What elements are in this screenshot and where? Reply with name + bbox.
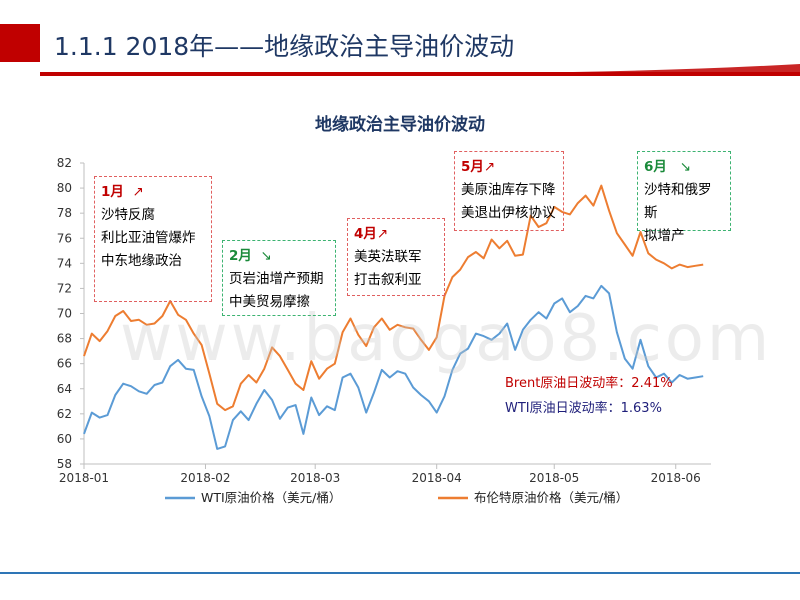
annotation-month-may: 5月: [461, 159, 484, 175]
x-tick-label: 2018-03: [290, 471, 340, 485]
annotation-month-jan: 1月: [101, 184, 124, 200]
annotation-line: 拟增产: [644, 228, 685, 244]
y-tick-label: 76: [57, 231, 72, 245]
chart-title: 地缘政治主导油价波动: [315, 115, 485, 135]
annotation-box-jan: 1月 ↗ 沙特反腐 利比亚油管爆炸 中东地缘政治: [94, 176, 212, 302]
arrow-up-icon: ↗: [376, 226, 389, 242]
legend-label: 布伦特原油价格（美元/桶）: [474, 490, 628, 505]
y-tick-label: 72: [57, 281, 72, 295]
annotation-line: 利比亚油管爆炸: [101, 230, 196, 246]
arrow-up-icon: ↗: [483, 159, 496, 175]
header-swoosh: [440, 64, 800, 74]
y-tick-label: 80: [57, 181, 72, 195]
annotation-month-feb: 2月: [229, 248, 252, 264]
header-underline: [40, 72, 800, 76]
wti-volatility-label: WTI原油日波动率：1.63%: [505, 401, 662, 416]
annotation-box-may: 5月↗ 美原油库存下降 美退出伊核协议: [454, 151, 564, 231]
y-tick-label: 64: [57, 382, 72, 396]
annotation-month-apr: 4月: [354, 226, 377, 242]
y-tick-label: 82: [57, 156, 72, 170]
legend-label: WTI原油价格（美元/桶）: [201, 490, 341, 505]
x-tick-label: 2018-02: [180, 471, 230, 485]
page-title: 1.1.1 2018年——地缘政治主导油价波动: [54, 32, 515, 61]
y-tick-label: 68: [57, 332, 72, 346]
y-tick-label: 66: [57, 357, 72, 371]
arrow-down-icon: ↘: [260, 248, 272, 264]
annotation-line: 沙特反腐: [101, 207, 155, 223]
footer-rule: [0, 572, 800, 574]
annotation-box-feb: 2月 ↘ 页岩油增产预期 中美贸易摩擦: [222, 240, 336, 316]
annotation-box-jun: 6月 ↘ 沙特和俄罗斯 拟增产: [637, 151, 731, 244]
y-tick-label: 70: [57, 307, 72, 321]
x-tick-label: 2018-05: [529, 471, 579, 485]
annotation-line: 沙特和俄罗斯: [644, 182, 712, 221]
x-tick-label: 2018-06: [651, 471, 701, 485]
y-tick-label: 60: [57, 432, 72, 446]
y-tick-label: 74: [57, 256, 72, 270]
x-tick-label: 2018-01: [59, 471, 109, 485]
annotation-line: 美退出伊核协议: [461, 205, 556, 221]
arrow-up-icon: ↗: [132, 184, 144, 200]
arrow-down-icon: ↘: [679, 159, 692, 175]
annotation-line: 美原油库存下降: [461, 182, 556, 198]
annotation-line: 页岩油增产预期: [229, 271, 324, 287]
annotation-month-jun: 6月: [644, 159, 667, 175]
y-tick-label: 58: [57, 457, 72, 471]
annotation-line: 中美贸易摩擦: [229, 294, 310, 310]
series-line-wti: [83, 284, 704, 450]
x-tick-label: 2018-04: [412, 471, 462, 485]
y-tick-label: 62: [57, 407, 72, 421]
annotation-line: 打击叙利亚: [354, 272, 422, 288]
header-accent-bar: [0, 24, 40, 62]
annotation-line: 美英法联军: [354, 249, 422, 265]
series-line-brent: [83, 184, 704, 412]
brent-volatility-label: Brent原油日波动率：2.41%: [505, 376, 673, 391]
watermark: www.baogao8.com: [120, 302, 773, 376]
y-tick-label: 78: [57, 206, 72, 220]
annotation-box-apr: 4月↗ 美英法联军 打击叙利亚: [347, 218, 445, 296]
annotation-line: 中东地缘政治: [101, 253, 182, 269]
